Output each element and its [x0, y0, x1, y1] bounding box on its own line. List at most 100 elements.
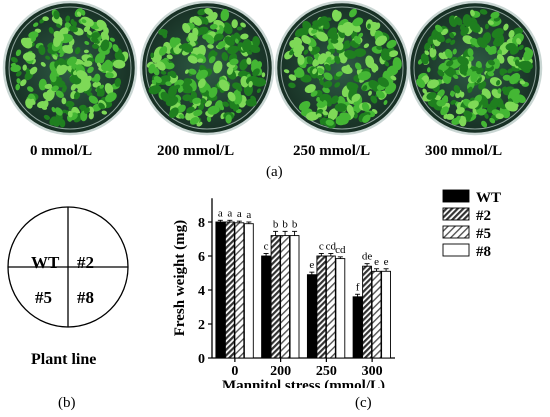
seedling-leaf	[470, 72, 479, 83]
seedling-leaf	[515, 94, 526, 103]
seedling-leaf	[316, 31, 329, 42]
seedling-leaf	[230, 34, 236, 42]
seedling-leaf	[420, 53, 429, 65]
seedling-leaf	[521, 60, 534, 70]
seedling-leaf	[204, 100, 212, 108]
significance-letter: a	[227, 207, 232, 219]
seedling-leaf	[178, 114, 185, 119]
seedling-leaf	[334, 55, 341, 64]
seedling-leaf	[182, 80, 190, 91]
seedling-leaf	[156, 61, 166, 71]
seedling-leaf	[42, 92, 53, 101]
seedling-leaf	[41, 106, 48, 110]
seedling-leaf	[450, 99, 457, 105]
seedling-leaf	[248, 81, 253, 88]
seedling-leaf	[449, 32, 455, 39]
seedling-leaf	[86, 30, 93, 36]
seedling-leaf	[445, 38, 452, 44]
y-tick-label: 6	[198, 250, 205, 265]
seedling-leaf	[96, 85, 105, 97]
seedling-leaf	[304, 84, 316, 94]
significance-letter: c	[264, 240, 269, 252]
seedling-leaf	[92, 43, 99, 49]
seedling-leaf	[28, 31, 39, 39]
seedling-leaf	[492, 58, 501, 69]
seedling-leaf	[88, 106, 94, 114]
seedling-leaf	[51, 106, 56, 113]
seedling-leaf	[31, 36, 37, 42]
seedling-leaf	[148, 85, 162, 95]
seedling-leaf	[10, 57, 18, 63]
plate-inner-rim	[413, 6, 537, 130]
seedling-leaf	[67, 110, 73, 118]
seedling-leaf	[208, 86, 218, 98]
seedling-leaf	[334, 82, 341, 88]
seedling-leaf	[192, 97, 202, 104]
seedling-leaf	[384, 61, 390, 67]
legend-swatch	[442, 225, 470, 239]
bar	[280, 235, 290, 359]
bar	[234, 222, 245, 359]
seedling-leaf	[445, 113, 455, 120]
seedling-leaf	[383, 100, 388, 105]
seedling-leaf	[234, 38, 239, 44]
seedling-leaf	[326, 17, 332, 22]
seedling-leaf	[98, 102, 105, 110]
y-tick-label: 2	[198, 318, 205, 333]
seedling-leaf	[252, 68, 260, 77]
legend-swatch	[442, 189, 470, 203]
seedling-leaf	[346, 104, 354, 115]
seedling-leaf	[44, 83, 53, 90]
x-axis-label: Mannitol stress (mmol/L)	[222, 378, 385, 388]
seedling-leaf	[462, 14, 472, 27]
seedling-leaf	[22, 52, 36, 61]
panel-b-label: (b)	[58, 395, 76, 411]
seedling-leaf	[514, 59, 520, 67]
seedling-leaf	[237, 70, 248, 78]
seedling-leaf	[357, 71, 372, 81]
seedling-leaf	[227, 66, 234, 75]
significance-letter: f	[356, 281, 360, 293]
seedling-leaf	[377, 77, 389, 88]
seedling-leaf	[317, 67, 325, 75]
seedling-leaf	[322, 80, 333, 89]
seedling-leaf	[148, 63, 156, 74]
seedling-leaf	[467, 100, 479, 109]
seedling-leaf	[69, 75, 82, 85]
plate-1	[139, 0, 275, 136]
seedling-leaf	[229, 58, 239, 66]
seedling-leaf	[52, 54, 58, 60]
significance-letter: a	[246, 209, 251, 221]
seedling-leaf	[213, 51, 218, 57]
seedling-leaf	[227, 91, 236, 102]
seedling-leaf	[481, 120, 488, 128]
seedling-leaf	[166, 54, 173, 60]
seedling-leaf	[330, 38, 339, 44]
seedling-leaf	[317, 16, 329, 26]
seedling-leaf	[197, 8, 207, 16]
seedling-leaf	[61, 97, 67, 105]
seedling-leaf	[353, 35, 362, 44]
seedling-leaf	[386, 39, 397, 49]
seedling-leaf	[220, 9, 230, 22]
seedling-leaf	[61, 86, 67, 93]
seedling-leaf	[201, 98, 207, 104]
seedling-leaf	[369, 62, 379, 72]
seedling-leaf	[376, 45, 383, 50]
seedling-leaf	[353, 48, 367, 58]
significance-letter: a	[218, 207, 223, 219]
significance-letter: cd	[335, 244, 346, 256]
seedling-leaf	[222, 101, 230, 107]
seedling-leaf	[453, 74, 459, 79]
seedling-leaf	[59, 119, 66, 128]
seedling-leaf	[476, 67, 484, 75]
seedling-leaf	[317, 53, 327, 65]
seedling-leaf	[77, 87, 85, 93]
seedling-leaf	[105, 92, 117, 103]
seedling-leaf	[452, 48, 457, 55]
seedling-leaf	[196, 28, 205, 36]
bar	[270, 235, 281, 359]
seedling-leaf	[181, 43, 194, 53]
seedling-leaf	[444, 48, 453, 59]
seedling-leaf	[310, 46, 321, 55]
